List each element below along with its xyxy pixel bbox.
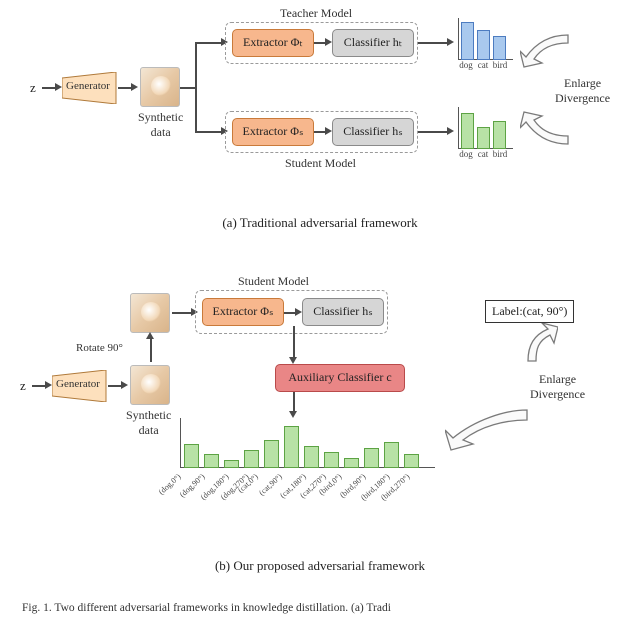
bc-1 (204, 454, 219, 468)
panel-a: z Generator Synthetic data Teacher Model… (0, 0, 640, 240)
bc-axis-y (180, 418, 181, 468)
arrow-es-hs-a-head (325, 127, 332, 135)
arrow-ht-bars-head (447, 38, 454, 46)
arrow-z-gen-b-head (45, 381, 52, 389)
arrow-aux-bars (293, 392, 295, 412)
branch-aux-head (289, 357, 297, 364)
classifier-t: Classifier hₜ (332, 29, 414, 57)
arrow-gen-img-head (131, 83, 138, 91)
branch-top (195, 42, 223, 44)
classifier-s-b: Classifier hₛ (302, 298, 384, 326)
arrow-ht-bars (418, 42, 448, 44)
z-label: z (30, 80, 36, 96)
big-chart (180, 418, 438, 468)
caption-a: (a) Traditional adversarial framework (0, 215, 640, 231)
sa-lbl-2: bird (490, 149, 510, 159)
big-arrow-b-top (508, 323, 558, 363)
t-axis-y (458, 18, 459, 60)
synthetic-label: Synthetic data (138, 110, 183, 140)
t-bar-0 (461, 22, 474, 60)
aux-text: Auxiliary Classifier c (288, 371, 391, 384)
rotate-line (150, 338, 152, 362)
arrow-gen-img (118, 87, 132, 89)
extractor-t-text: Extractor Φₜ (243, 36, 303, 49)
t-lbl-0: dog (457, 60, 475, 70)
big-arrow-top (520, 33, 575, 69)
extractor-t: Extractor Φₜ (232, 29, 314, 57)
enlarge-b: Enlarge Divergence (530, 372, 585, 402)
bc-5 (284, 426, 299, 468)
arrow-hs-bars (418, 131, 448, 133)
arrow-z-gen-head (55, 83, 62, 91)
student-chart-a (458, 107, 518, 149)
branch-bot (195, 131, 223, 133)
synthetic-label-b: Synthetic data (126, 408, 171, 438)
bc-4 (264, 440, 279, 468)
bc-7 (324, 452, 339, 468)
s-bar-1 (477, 127, 490, 149)
arrow-es-hs-b-head (295, 308, 302, 316)
s-bar-2 (493, 121, 506, 149)
s-axis-y (458, 107, 459, 149)
bc-6 (304, 446, 319, 468)
caption-b: (b) Our proposed adversarial framework (0, 558, 640, 574)
panel-b: z Generator Synthetic data Rotate 90° St… (0, 268, 640, 568)
arrow-et-ht-head (325, 38, 332, 46)
generator-label: Generator (66, 80, 110, 92)
bc-0 (184, 444, 199, 468)
classifier-s-a-text: Classifier hₛ (343, 125, 402, 138)
label-box: Label:(cat, 90°) (485, 300, 574, 323)
classifier-s-a: Classifier hₛ (332, 118, 414, 146)
bc-3 (244, 450, 259, 468)
t-lbl-2: bird (490, 60, 510, 70)
classifier-t-text: Classifier hₜ (344, 36, 403, 49)
s-bar-0 (461, 113, 474, 149)
extractor-s-a-text: Extractor Φₛ (243, 125, 304, 138)
big-arrow-bot (520, 110, 575, 146)
teacher-label: Teacher Model (280, 6, 352, 21)
classifier-s-b-text: Classifier hₛ (313, 305, 372, 318)
rotated-image (130, 293, 170, 333)
extractor-s-a: Extractor Φₛ (232, 118, 314, 146)
branch-aux (293, 326, 295, 358)
bc-10 (384, 442, 399, 468)
t-bar-1 (477, 30, 490, 60)
generator-label-b: Generator (56, 378, 100, 390)
extractor-s-b-text: Extractor Φₛ (213, 305, 274, 318)
big-arrow-b-bot (445, 408, 535, 452)
arrow-rot-ext (172, 312, 192, 314)
student-label-b: Student Model (238, 274, 309, 289)
aux-classifier: Auxiliary Classifier c (275, 364, 405, 392)
bc-9 (364, 448, 379, 468)
arrow-gen-img-b-head (121, 381, 128, 389)
arrow-z-gen-b (32, 385, 46, 387)
z-label-b: z (20, 378, 26, 394)
bc-11 (404, 454, 419, 468)
rotate-head (146, 332, 154, 339)
rotate-label: Rotate 90° (76, 342, 123, 354)
synthetic-image-b (130, 365, 170, 405)
extractor-s-b: Extractor Φₛ (202, 298, 284, 326)
arrow-z-gen (42, 87, 56, 89)
enlarge-a: Enlarge Divergence (555, 76, 610, 106)
arrow-aux-bars-head (289, 411, 297, 418)
t-bar-2 (493, 36, 506, 60)
bc-8 (344, 458, 359, 468)
synthetic-image (140, 67, 180, 107)
student-label-a: Student Model (285, 156, 356, 171)
sa-lbl-0: dog (457, 149, 475, 159)
arrow-gen-img-b (108, 385, 122, 387)
teacher-chart (458, 18, 518, 60)
footer: Fig. 1. Two different adversarial framew… (22, 602, 391, 614)
arrow-hs-bars-head (447, 127, 454, 135)
bc-2 (224, 460, 239, 468)
branch-join (180, 87, 196, 89)
